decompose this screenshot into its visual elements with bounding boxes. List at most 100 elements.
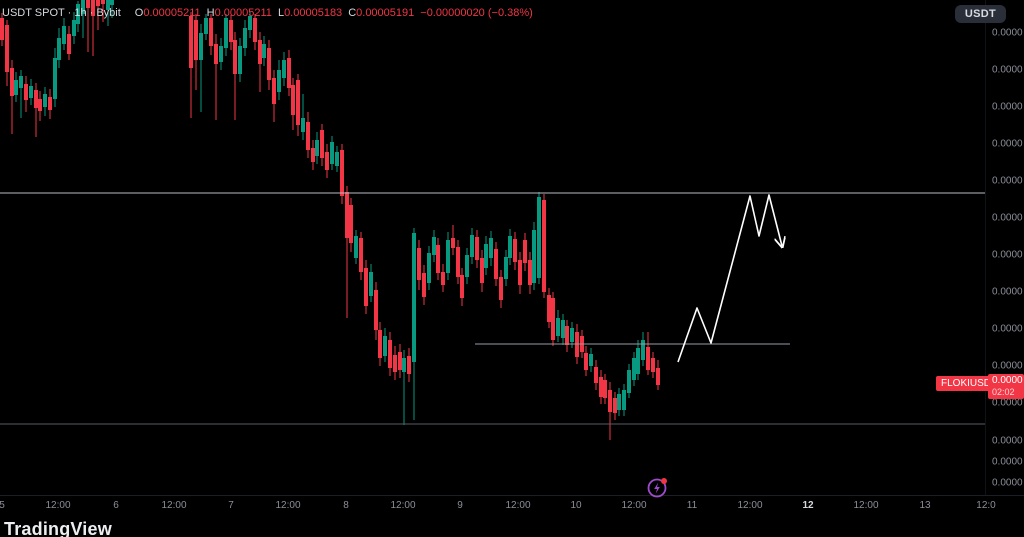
candle bbox=[608, 382, 612, 440]
candle bbox=[565, 320, 569, 352]
currency-toggle-button[interactable]: USDT bbox=[954, 5, 1006, 23]
price-axis-label: 0.0000 bbox=[992, 477, 1023, 489]
time-axis-label: 12 bbox=[802, 500, 814, 511]
candle bbox=[561, 314, 565, 345]
candle bbox=[364, 260, 368, 314]
candle bbox=[53, 48, 57, 107]
candle bbox=[229, 15, 233, 50]
time-axis-label: 12:00 bbox=[390, 500, 416, 511]
time-axis-label: 12:00 bbox=[275, 500, 301, 511]
candle bbox=[613, 392, 617, 420]
time-axis-label: 12:00 bbox=[45, 500, 71, 511]
candle bbox=[388, 332, 392, 376]
candle bbox=[627, 364, 631, 398]
candle bbox=[436, 238, 440, 280]
candle bbox=[513, 232, 517, 270]
candle bbox=[315, 132, 319, 164]
ohlc-value: 0.00005183 bbox=[284, 7, 343, 19]
candle bbox=[532, 222, 536, 290]
candle bbox=[19, 70, 23, 118]
candle bbox=[335, 146, 339, 172]
candle bbox=[340, 144, 344, 204]
symbol-title[interactable]: USDT SPOT · 1h · Bybit bbox=[2, 7, 121, 19]
price-axis-label: 0.0000 bbox=[992, 138, 1023, 150]
candle bbox=[523, 233, 527, 271]
candle bbox=[81, 0, 85, 38]
candle bbox=[460, 268, 464, 306]
candle bbox=[412, 228, 416, 420]
tradingview-logo[interactable]: TradingView bbox=[4, 519, 112, 537]
price-axis-label: 0.0000 bbox=[992, 397, 1023, 409]
candle bbox=[349, 198, 353, 252]
ohlc-label: O bbox=[134, 7, 144, 19]
candle bbox=[91, 0, 95, 56]
projection-path[interactable] bbox=[677, 194, 782, 363]
candle bbox=[542, 194, 546, 298]
price-axis[interactable]: 0.0000 0.0000 0.0000 0.0000 0.0000 0.0000 0.00… bbox=[985, 0, 1024, 495]
candle bbox=[374, 282, 378, 340]
candle bbox=[248, 12, 252, 38]
candle bbox=[547, 288, 551, 328]
candle bbox=[204, 14, 208, 40]
candle bbox=[262, 36, 266, 66]
candle bbox=[494, 242, 498, 286]
candle bbox=[253, 14, 257, 50]
candle bbox=[48, 89, 52, 119]
ohlc-value: 0.00005211 bbox=[143, 7, 201, 19]
candle bbox=[14, 72, 18, 102]
candle bbox=[383, 328, 387, 362]
candle bbox=[62, 18, 66, 50]
candle bbox=[617, 388, 621, 416]
candle bbox=[656, 360, 660, 390]
candle bbox=[67, 26, 71, 60]
candle bbox=[106, 0, 110, 26]
time-axis-label: 12:00 bbox=[853, 500, 879, 511]
candle bbox=[551, 292, 555, 346]
candle bbox=[311, 140, 315, 170]
candle bbox=[402, 350, 406, 425]
candle bbox=[499, 270, 503, 308]
candle bbox=[101, 0, 105, 22]
candle bbox=[398, 344, 402, 378]
drawing-hlines-layer[interactable] bbox=[0, 192, 985, 425]
projection-arrow-drawing[interactable] bbox=[677, 194, 782, 363]
candle bbox=[369, 264, 373, 302]
candle bbox=[518, 252, 522, 294]
last-price-tag: 0.0000 02:02 bbox=[988, 374, 1024, 399]
price-axis-label: 0.0000 bbox=[992, 360, 1023, 372]
candle bbox=[189, 12, 193, 118]
candle bbox=[224, 14, 228, 56]
candle bbox=[446, 232, 450, 280]
symbol-legend: USDT SPOT · 1h · Bybit O0.00005211 H0.0000… bbox=[2, 7, 533, 19]
candle bbox=[330, 136, 334, 170]
candle bbox=[76, 1, 80, 32]
candle bbox=[320, 124, 324, 166]
bar-countdown: 02:02 bbox=[992, 387, 1015, 397]
candle bbox=[194, 14, 198, 90]
candle bbox=[508, 229, 512, 265]
time-axis-label: 10 bbox=[570, 500, 582, 511]
candle bbox=[287, 50, 291, 96]
ohlc-value: 0.00005211 bbox=[214, 7, 272, 19]
time-axis-label: 7 bbox=[228, 500, 234, 511]
time-axis[interactable]: 5 12:00 6 12:00 7 12:00 8 12:00 9 12:00 10 12:00 11 1… bbox=[0, 495, 1024, 515]
candle bbox=[272, 70, 276, 122]
change-value: −0.00000020 (−0.38%) bbox=[420, 7, 533, 19]
event-lightning-icon[interactable] bbox=[645, 476, 673, 504]
candle bbox=[359, 232, 363, 280]
candle bbox=[243, 20, 247, 56]
candle bbox=[603, 374, 607, 404]
candle bbox=[325, 144, 329, 178]
candle bbox=[291, 78, 295, 130]
candle bbox=[651, 352, 655, 378]
time-axis-label: 12:00 bbox=[161, 500, 187, 511]
candle bbox=[484, 236, 488, 275]
candle bbox=[306, 112, 310, 158]
candle bbox=[636, 340, 640, 380]
time-axis-label: 12:00 bbox=[621, 500, 647, 511]
ohlc-label: C bbox=[348, 7, 357, 19]
price-axis-label: 0.0000 bbox=[992, 249, 1023, 261]
symbol-price-label: FLOKIUSDT bbox=[936, 376, 1003, 391]
